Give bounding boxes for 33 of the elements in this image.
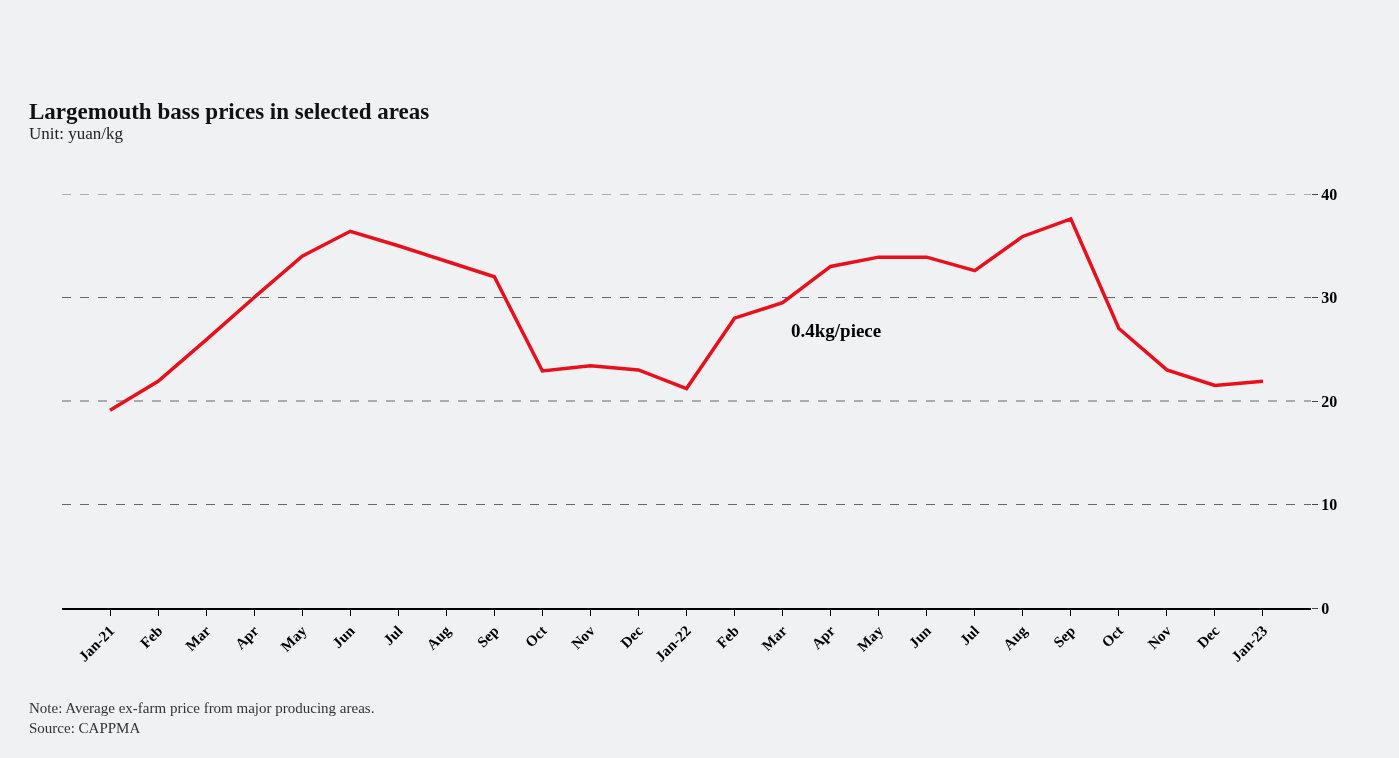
x-tick-label: May — [277, 622, 310, 655]
x-tick-label: Oct — [522, 622, 550, 651]
x-tick-label: May — [854, 622, 887, 655]
x-tick-label: Apr — [808, 622, 839, 653]
x-tick-label: Sep — [1050, 622, 1079, 651]
x-tick-label: Jun — [329, 622, 359, 652]
x-tick-label: Oct — [1098, 622, 1127, 651]
x-tick-label: Aug — [423, 622, 455, 653]
x-tick-label: Jul — [956, 622, 983, 649]
text: Note: Average ex-farm price from major producing areas. — [29, 700, 375, 716]
x-tick-label: Aug — [1000, 622, 1031, 653]
x-tick-label: Feb — [713, 622, 742, 652]
chart-title: Largemouth bass prices in selected areas — [29, 99, 430, 124]
x-tick-label: Jun — [905, 622, 935, 652]
y-tick-label: 40 — [1321, 185, 1338, 203]
annotation: 0.4kg/piece — [791, 320, 882, 341]
y-tick-label: 10 — [1321, 496, 1338, 514]
x-tick-label: Apr — [231, 622, 262, 653]
x-tick-label: Nov — [568, 622, 599, 653]
y-tick-label: 30 — [1321, 289, 1338, 307]
x-tick-label: Dec — [1193, 622, 1223, 652]
x-tick-label: Mar — [182, 622, 214, 654]
x-tick-label: Sep — [473, 622, 502, 651]
source-note: Source: CAPPMA — [29, 720, 141, 736]
x-tick-label: Jul — [380, 622, 406, 649]
x-tick-label: Dec — [617, 622, 647, 652]
y-tick-label: 0 — [1321, 599, 1330, 617]
y-tick-label: 20 — [1321, 392, 1338, 410]
x-tick-label: Feb — [137, 622, 166, 652]
x-tick-label: Mar — [758, 622, 791, 654]
line-series — [108, 217, 1265, 413]
chart-subtitle: Unit: yuan/kg — [29, 124, 124, 143]
x-tick-label: Nov — [1144, 622, 1175, 653]
